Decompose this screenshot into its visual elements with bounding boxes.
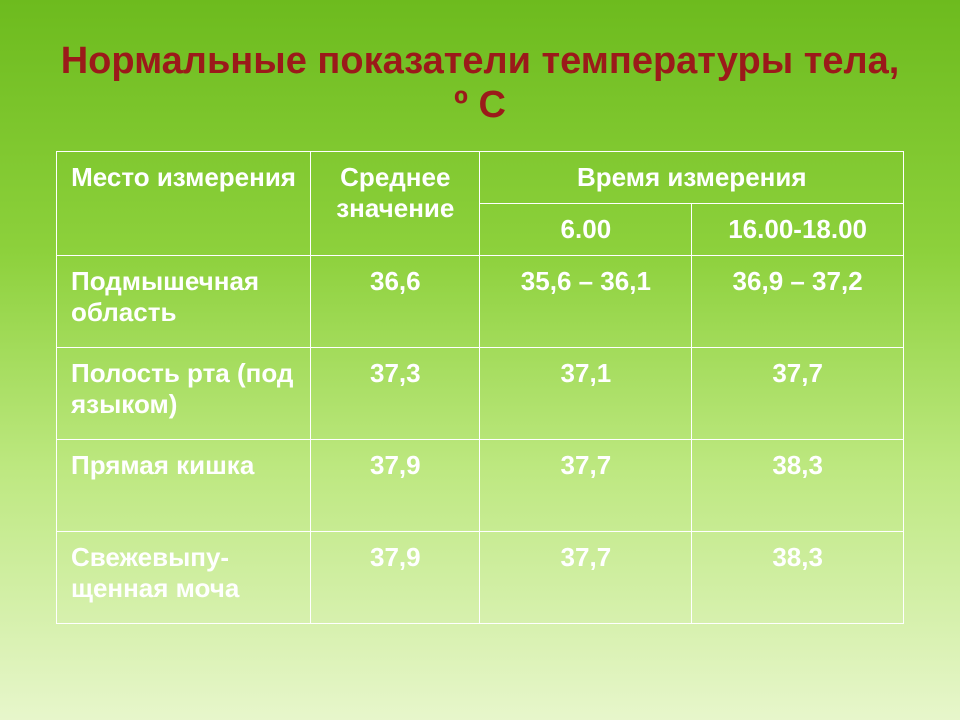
header-average: Среднее значение [311,152,480,256]
slide: Нормальные показатели температуры тела, … [0,0,960,624]
row-t1: 37,1 [480,348,692,440]
row-label: Прямая кишка [57,440,311,532]
slide-title: Нормальные показатели температуры тела, … [56,40,904,127]
row-t1: 37,7 [480,532,692,624]
header-time-0600: 6.00 [480,204,692,256]
table-row: Свежевыпу- щенная моча 37,9 37,7 38,3 [57,532,904,624]
table-body: Подмышечная область 36,6 35,6 – 36,1 36,… [57,256,904,624]
header-location: Место измерения [57,152,311,256]
header-time-group: Время измерения [480,152,904,204]
row-avg: 37,3 [311,348,480,440]
row-avg: 37,9 [311,532,480,624]
row-t2: 37,7 [692,348,904,440]
row-t1: 35,6 – 36,1 [480,256,692,348]
row-t2: 38,3 [692,440,904,532]
row-label: Подмышечная область [57,256,311,348]
header-time-1600: 16.00-18.00 [692,204,904,256]
table-row: Полость рта (под языком) 37,3 37,1 37,7 [57,348,904,440]
row-label: Полость рта (под языком) [57,348,311,440]
row-avg: 37,9 [311,440,480,532]
row-t1: 37,7 [480,440,692,532]
row-t2: 36,9 – 37,2 [692,256,904,348]
row-label: Свежевыпу- щенная моча [57,532,311,624]
table-head: Место измерения Среднее значение Время и… [57,152,904,256]
row-t2: 38,3 [692,532,904,624]
table-row: Подмышечная область 36,6 35,6 – 36,1 36,… [57,256,904,348]
table-row: Прямая кишка 37,9 37,7 38,3 [57,440,904,532]
row-avg: 36,6 [311,256,480,348]
temperature-table: Место измерения Среднее значение Время и… [56,151,904,624]
